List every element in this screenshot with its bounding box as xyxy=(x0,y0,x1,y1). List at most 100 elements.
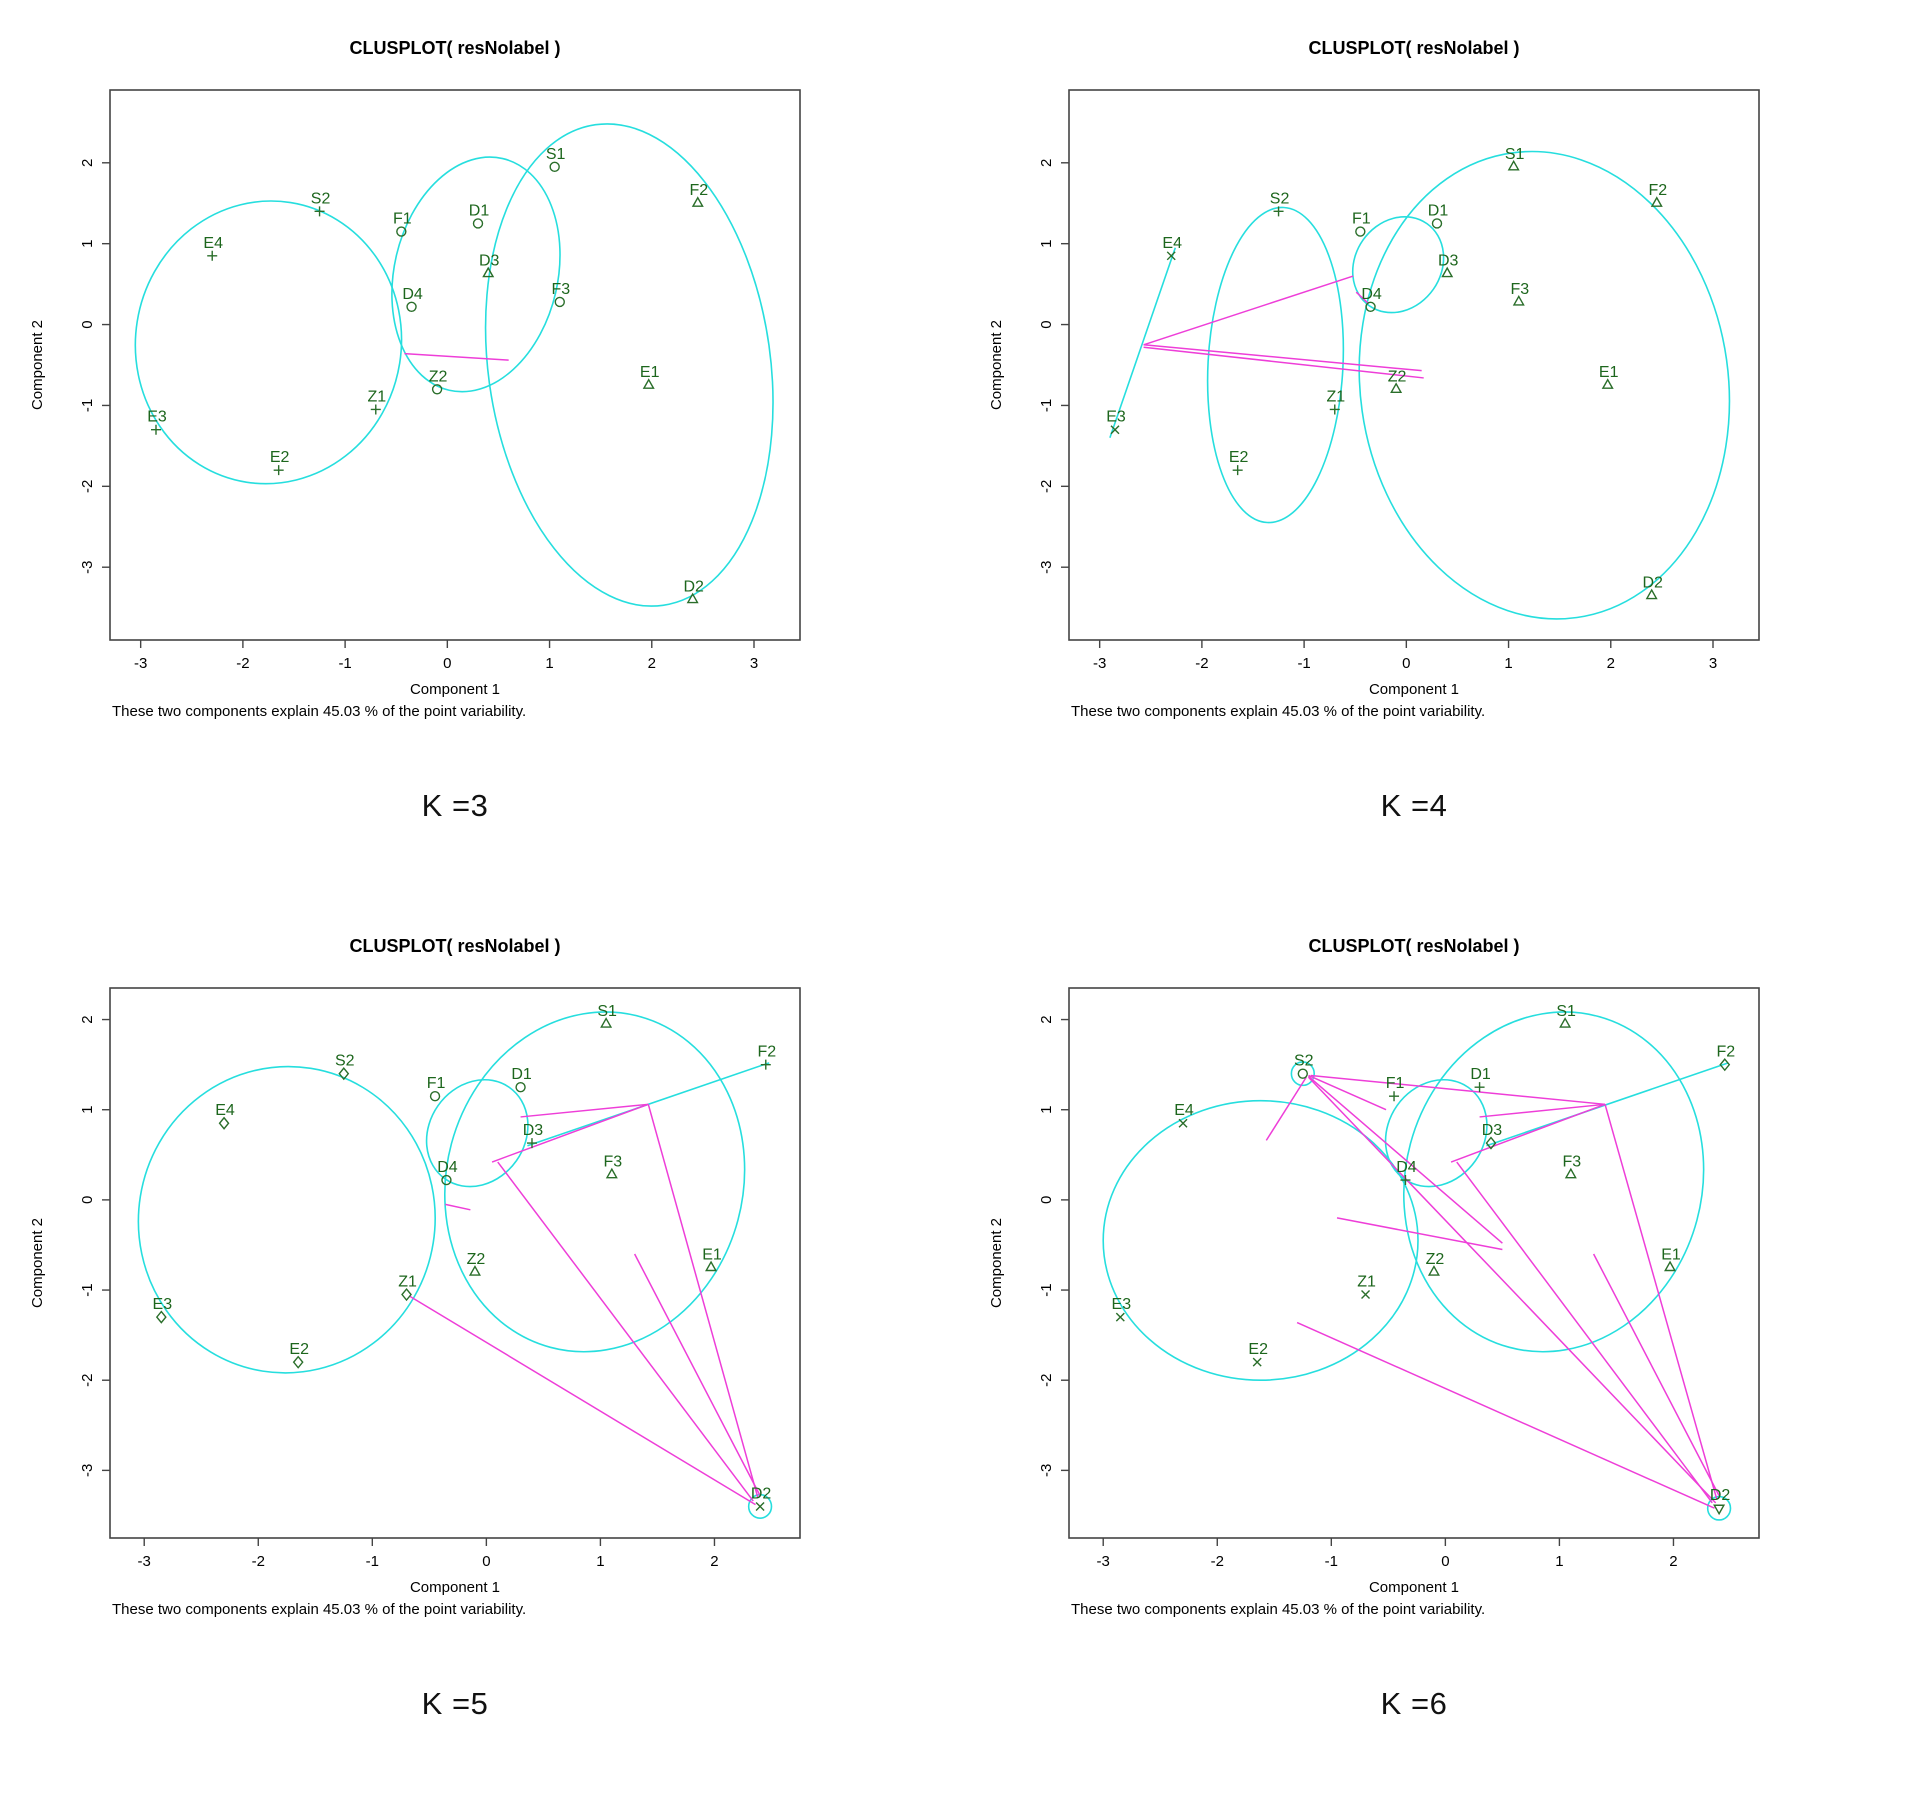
y-tick-label: -1 xyxy=(79,1283,96,1296)
point-marker-cross-icon xyxy=(1110,425,1120,435)
cluster-link-line xyxy=(1265,1076,1307,1141)
cluster-ellipse xyxy=(1358,150,1731,620)
point-marker-triangle-icon xyxy=(1559,1017,1572,1028)
x-tick-label: 0 xyxy=(1441,1553,1449,1570)
point-label: F3 xyxy=(603,1154,622,1171)
cluster-link-line xyxy=(1479,1103,1606,1118)
point-marker-plus-icon xyxy=(273,465,284,476)
point-marker-plus-icon xyxy=(760,1059,771,1070)
cluster-ellipse xyxy=(1351,216,1445,314)
y-axis-label: Component 2 xyxy=(29,320,46,410)
x-axis-label: Component 1 xyxy=(410,681,500,698)
x-tick-label: 1 xyxy=(1504,655,1512,672)
plot-title: CLUSPLOT( resNolabel ) xyxy=(1308,936,1519,956)
point-marker-triangle-icon xyxy=(605,1167,618,1179)
point-marker-circle-icon xyxy=(406,301,417,312)
point-label: E3 xyxy=(1112,1296,1132,1313)
quadrant-k5: -3 -2 -1 0 1 2 2 1 0 -1 -2 -3 S1 F2 S2 D1 F1 E4 D3 F3 D4 E1 Z2… xyxy=(0,898,959,1795)
point-marker-triangle-icon xyxy=(691,196,704,207)
y-tick-label: 2 xyxy=(79,1015,96,1023)
x-tick-label: 2 xyxy=(648,655,656,672)
point-label: Z1 xyxy=(1357,1274,1376,1291)
x-tick-label: 1 xyxy=(1555,1553,1563,1570)
point-label: E2 xyxy=(1229,449,1249,466)
point-marker-cross-icon xyxy=(1178,1118,1188,1128)
x-axis-label: Component 1 xyxy=(1369,1579,1459,1596)
y-axis-label: Component 2 xyxy=(29,1218,46,1308)
x-tick-label: -1 xyxy=(1297,655,1310,672)
clusplot-k4-chart: -3 -2 -1 0 1 2 3 2 1 0 -1 -2 -3 S1 F2 S2 D1 F1 E4 D3 F3 D4 E1 Z… xyxy=(988,38,1760,720)
point-marker-triangle-icon xyxy=(1664,1260,1677,1272)
plot-caption: These two components explain 45.03 % of … xyxy=(112,703,526,720)
x-tick-label: -1 xyxy=(366,1553,379,1570)
clusplot-k5-chart: -3 -2 -1 0 1 2 2 1 0 -1 -2 -3 S1 F2 S2 D1 F1 E4 D3 F3 D4 E1 Z2… xyxy=(29,936,801,1618)
k-value-label-k4: K =4 xyxy=(959,788,1869,824)
point-marker-cross-icon xyxy=(1166,251,1176,261)
x-tick-label: 1 xyxy=(596,1553,604,1570)
point-label: E1 xyxy=(702,1247,722,1264)
y-tick-label: 0 xyxy=(79,320,96,328)
y-tick-label: 0 xyxy=(1038,1196,1055,1204)
y-tick-label: -2 xyxy=(1038,1374,1055,1387)
y-axis-label: Component 2 xyxy=(988,1218,1005,1308)
point-label: F2 xyxy=(1716,1044,1735,1061)
point-label: E2 xyxy=(289,1341,309,1358)
x-tick-label: 3 xyxy=(1709,655,1717,672)
cluster-link-line xyxy=(404,352,509,361)
cluster-link-line xyxy=(1307,1076,1717,1504)
clusplot-k3-chart: -3 -2 -1 0 1 2 3 2 1 0 -1 -2 -3 S1 F2 S2 D1 F1 E4 D3 F3 D4 E1 Z… xyxy=(29,38,801,720)
point-label: D4 xyxy=(1396,1159,1417,1176)
point-label: S2 xyxy=(335,1053,355,1070)
y-tick-label: 1 xyxy=(1038,1106,1055,1114)
point-marker-plus-icon xyxy=(1232,465,1243,476)
x-tick-label: 2 xyxy=(1669,1553,1677,1570)
k-value-label-k6: K =6 xyxy=(959,1686,1869,1722)
point-label: F1 xyxy=(393,211,412,228)
point-label: F3 xyxy=(1510,281,1529,298)
point-marker-circle-icon xyxy=(1355,226,1366,237)
point-label: E1 xyxy=(1599,364,1619,381)
point-marker-triangle-icon xyxy=(1441,266,1454,278)
point-label: E1 xyxy=(1661,1247,1681,1264)
quadrant-k6: -3 -2 -1 0 1 2 2 1 0 -1 -2 -3 S1 F2 S2 D1 F1 E4 D3 F3 D4 E1 Z2… xyxy=(959,898,1918,1795)
point-label: D1 xyxy=(1470,1066,1491,1083)
k-value-text: K =3 xyxy=(421,788,489,823)
point-label: E4 xyxy=(1174,1102,1194,1119)
point-label: F3 xyxy=(551,281,570,298)
cluster-link-line xyxy=(1592,1253,1720,1496)
point-marker-triangle-icon xyxy=(686,592,699,604)
x-tick-label: 0 xyxy=(443,655,451,672)
point-label: D3 xyxy=(479,253,500,270)
x-tick-label: -1 xyxy=(1325,1553,1338,1570)
point-label: F1 xyxy=(1386,1075,1405,1092)
y-tick-label: -3 xyxy=(79,561,96,574)
point-label: F2 xyxy=(1648,182,1667,199)
point-label: Z2 xyxy=(1426,1251,1445,1268)
point-marker-circle-icon xyxy=(472,218,484,229)
point-label: D4 xyxy=(402,286,423,303)
y-axis-label: Component 2 xyxy=(988,320,1005,410)
cluster-link-line xyxy=(1355,291,1370,305)
point-label: Z1 xyxy=(398,1274,417,1291)
point-label: S1 xyxy=(597,1003,617,1020)
point-label: Z2 xyxy=(429,368,448,385)
point-marker-plus-icon xyxy=(207,250,218,261)
point-label: E3 xyxy=(147,409,167,426)
quadrant-k4: -3 -2 -1 0 1 2 3 2 1 0 -1 -2 -3 S1 F2 S2 D1 F1 E4 D3 F3 D4 E1 Z… xyxy=(959,0,1918,897)
point-marker-plus-icon xyxy=(1389,1091,1400,1102)
point-marker-triangle-icon xyxy=(600,1017,613,1028)
y-tick-label: 0 xyxy=(79,1196,96,1204)
x-axis-label: Component 1 xyxy=(410,1579,500,1596)
point-label: D4 xyxy=(1361,286,1382,303)
x-tick-label: 0 xyxy=(482,1553,490,1570)
x-tick-label: 3 xyxy=(750,655,758,672)
y-tick-label: -1 xyxy=(1038,399,1055,412)
plot-caption: These two components explain 45.03 % of … xyxy=(1071,703,1485,720)
point-marker-diamond-icon xyxy=(338,1067,350,1081)
point-label: E4 xyxy=(1162,235,1182,252)
point-label: D1 xyxy=(1428,202,1449,219)
point-marker-cross-icon xyxy=(1361,1290,1371,1300)
point-marker-triangle-icon xyxy=(1390,382,1403,393)
point-label: E1 xyxy=(640,364,660,381)
cluster-ellipse xyxy=(443,1011,746,1353)
